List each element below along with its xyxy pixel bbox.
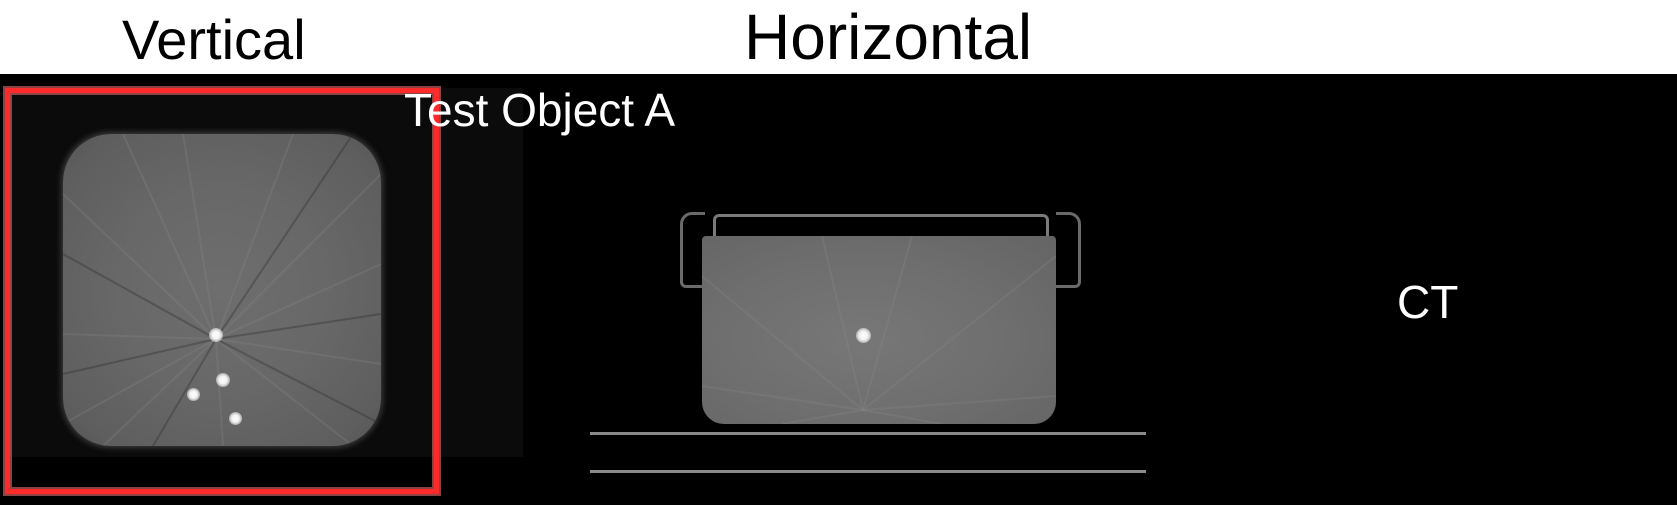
table-bed-bottom bbox=[590, 470, 1146, 473]
marker-dot bbox=[856, 328, 871, 343]
modality-label: CT bbox=[1397, 276, 1458, 328]
horizontal-object-cross-section[interactable] bbox=[702, 236, 1056, 424]
left-handle bbox=[680, 212, 705, 288]
right-handle bbox=[1056, 212, 1081, 288]
vertical-heading: Vertical bbox=[122, 8, 306, 72]
horizontal-heading: Horizontal bbox=[744, 2, 1032, 72]
streak-artifacts bbox=[702, 236, 1056, 424]
selected-view-highlight[interactable] bbox=[5, 88, 439, 494]
table-bed-top bbox=[590, 432, 1146, 435]
test-object-label: Test Object A bbox=[404, 84, 675, 136]
ct-image-panel: Test Object A CT bbox=[0, 74, 1677, 505]
